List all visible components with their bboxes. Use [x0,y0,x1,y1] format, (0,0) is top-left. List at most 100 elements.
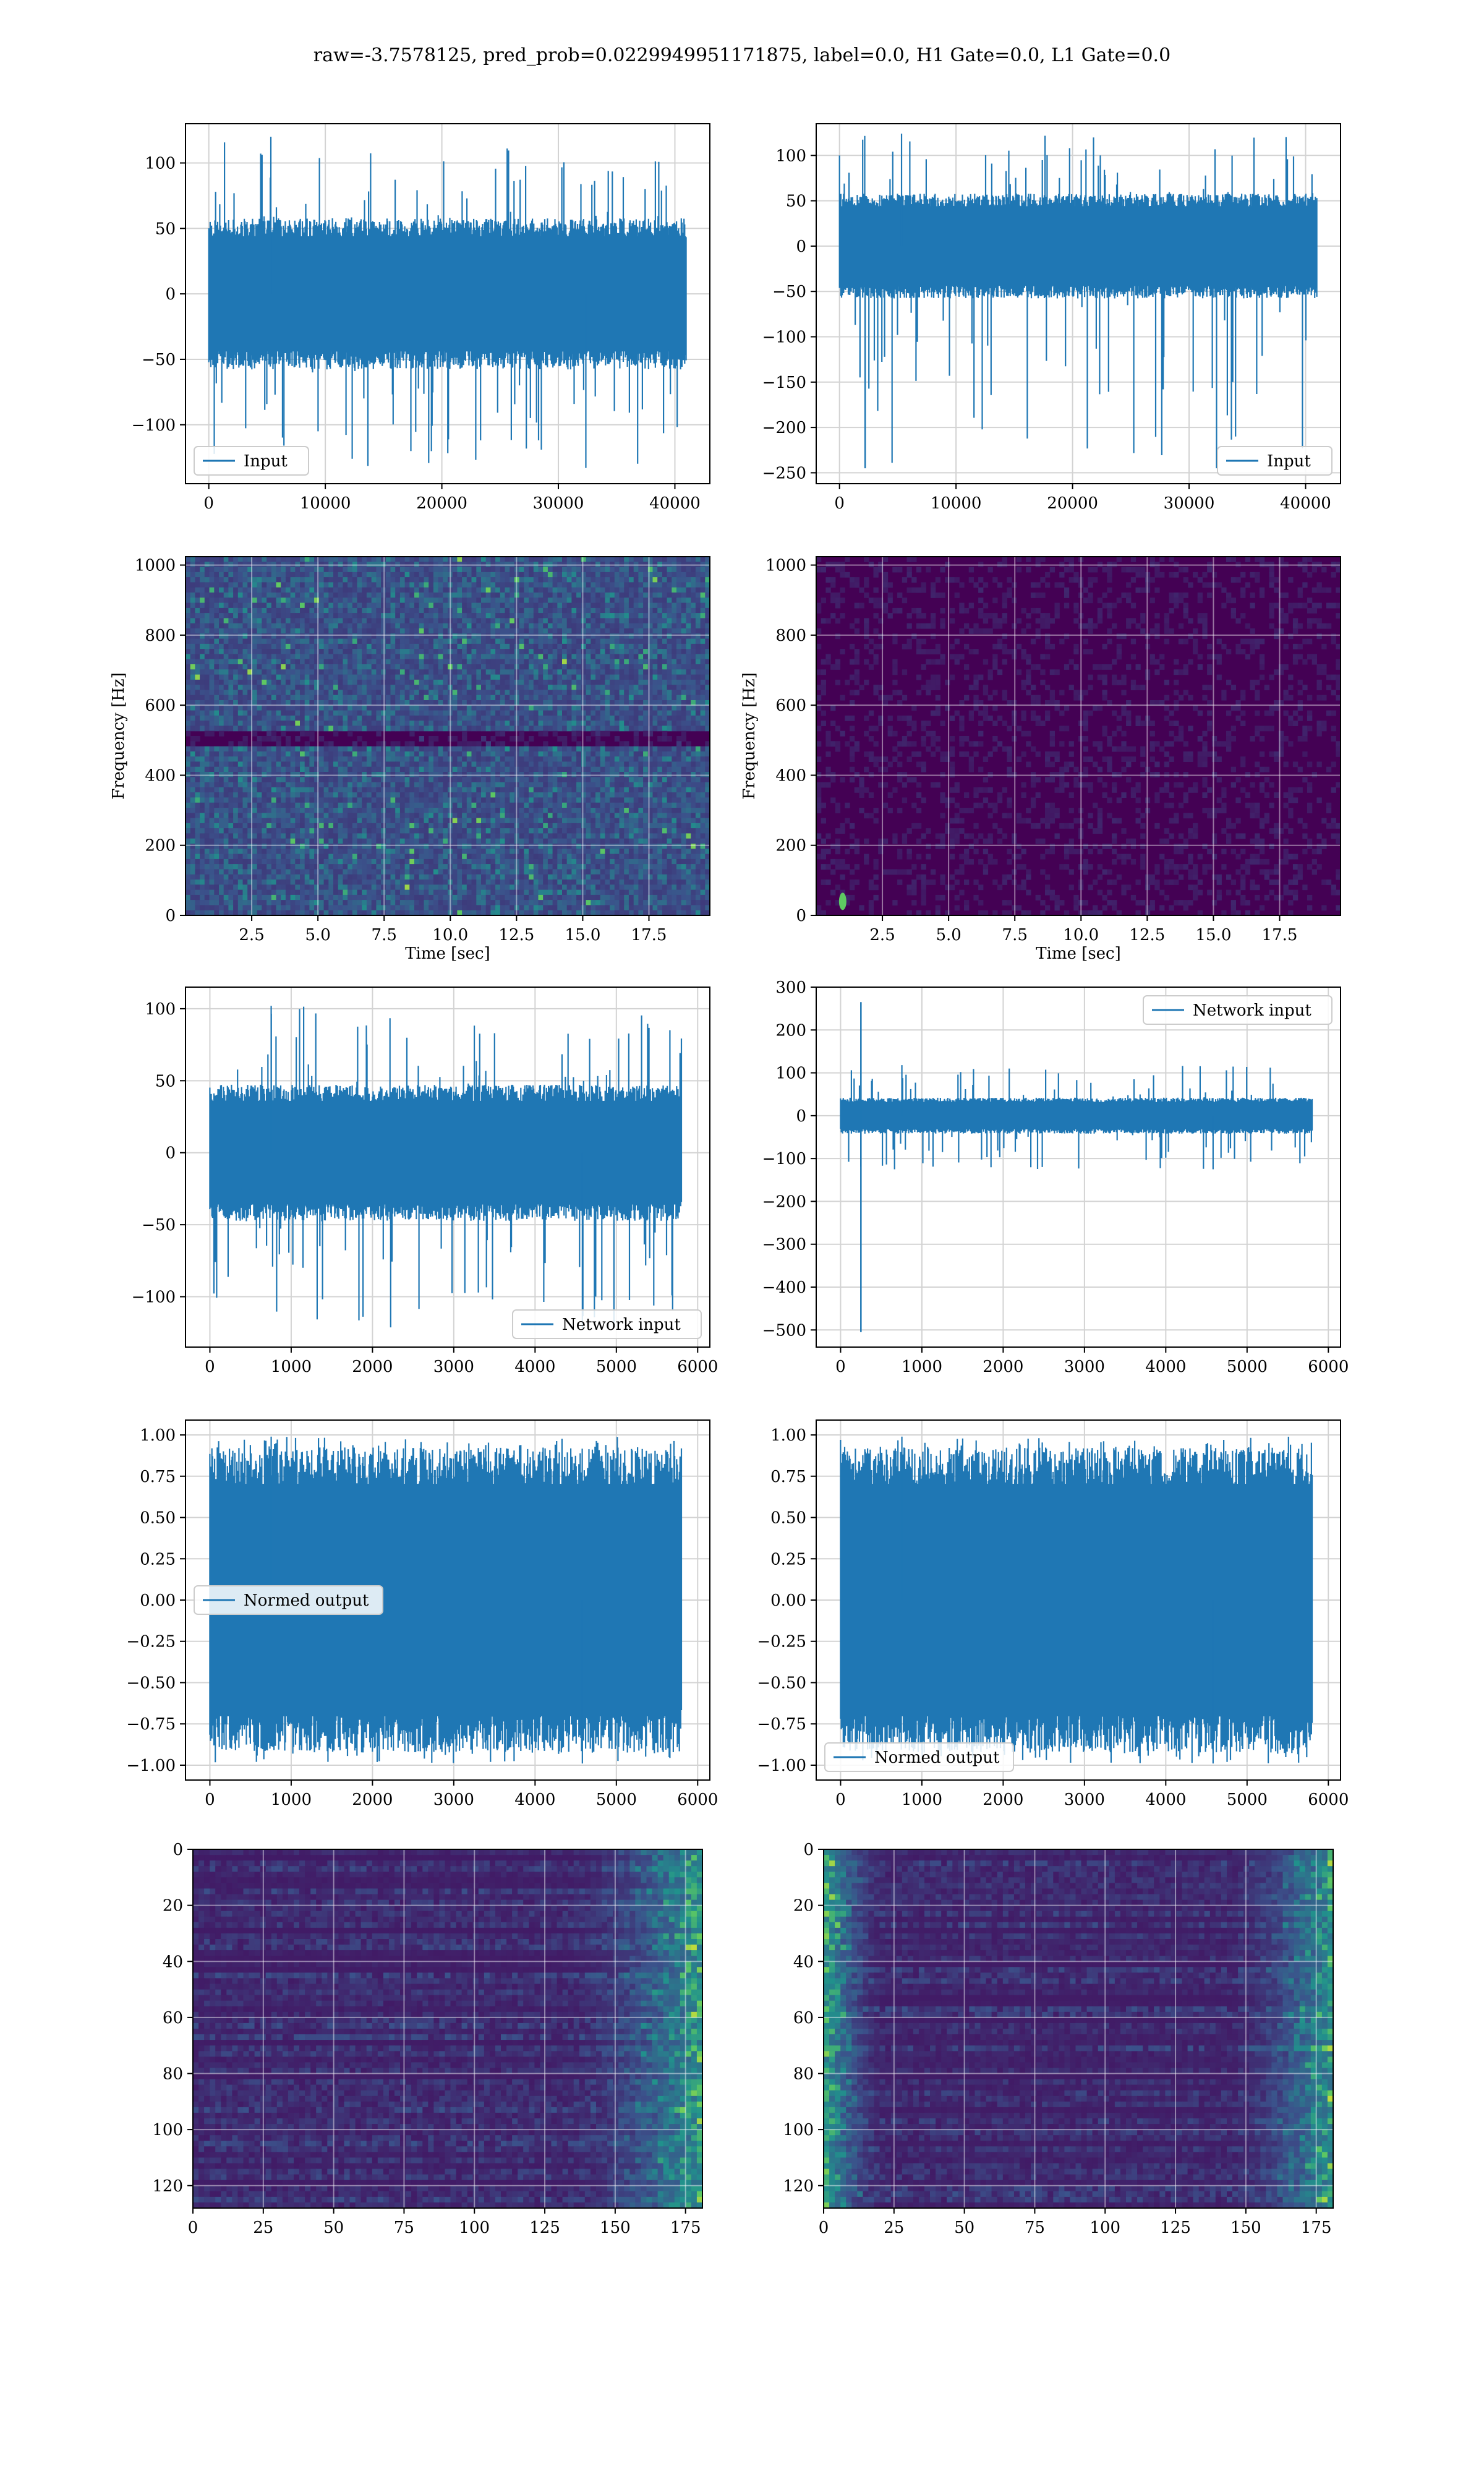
x-tick-label: 7.5 [1002,926,1028,944]
legend-box [512,1309,702,1339]
panel-feature-map-l1: 0 25 50 75 100 125 150 175 0 20 40 60 80 100 120 [783,1841,1334,2237]
panel-network-input-h1: 0 1000 2000 3000 4000 5000 6000 −100 −50 0 50 100 Ne… [132,987,718,1376]
x-tick-label: 10000 [931,494,982,513]
x-tick-label: 2.5 [239,926,264,944]
x-axis-label: Time [sec] [1036,944,1121,963]
x-tick-label: 17.5 [1262,926,1298,944]
x-tick-label: 150 [1230,2219,1261,2237]
x-tick-label: 75 [1025,2219,1045,2237]
legend-label: Normed output [874,1748,1000,1767]
signal-trace [208,142,687,466]
plot-area [186,557,710,915]
x-tick-label: 6000 [1308,1358,1349,1376]
x-tick-label: 5.0 [305,926,330,944]
axes-frame [816,123,1341,484]
y-tick-label: 0.75 [140,1468,176,1486]
y-tick-label: 100 [775,147,806,165]
y-tick-label: 0 [165,907,176,925]
panel-normed-output-l1: 0 1000 2000 3000 4000 5000 6000 −1.00 −0.75 −0.50… [757,1419,1349,1809]
legend-label: Network input [1193,1001,1311,1020]
y-tick-label: 20 [163,1897,183,1915]
x-tick-label: 150 [600,2219,631,2237]
x-tick-label: 0 [834,494,845,513]
y-tick-label: 40 [163,1953,183,1971]
plot-area [816,987,1341,1347]
y-tick-label: 0.75 [770,1468,806,1486]
x-tick-label: 3000 [433,1791,474,1809]
y-tick-label: 0 [796,1107,806,1126]
axes-frame [185,556,710,916]
x-tick-label: 5000 [596,1358,637,1376]
y-tick-label: −0.75 [757,1715,806,1734]
y-tick-label: −50 [772,283,806,301]
y-tick-label: −50 [142,351,176,369]
legend: Network input [512,1309,702,1339]
y-tick-label: −500 [762,1321,806,1340]
plot-area [816,557,1341,915]
y-axis-label: Frequency [Hz] [109,672,128,800]
y-tick-label: 800 [775,627,806,645]
signal-trace [840,1436,1313,1763]
panel-normed-output-h1: 0 1000 2000 3000 4000 5000 6000 −1.00 −0.75 −0.50… [126,1419,718,1809]
y-tick-label: 60 [793,2009,814,2027]
y-tick-label: 400 [145,766,176,785]
y-tick-label: 0 [173,1841,183,1859]
y-tick-label: 0.50 [140,1509,176,1528]
y-tick-label: −200 [762,419,806,437]
y-tick-label: 0.00 [140,1591,176,1610]
legend-box [824,1742,1014,1772]
x-tick-label: 0 [188,2219,198,2237]
x-tick-label: 0 [819,2219,829,2237]
x-tick-label: 2000 [983,1791,1023,1809]
x-tick-label: 15.0 [565,926,600,944]
x-tick-label: 5000 [1227,1791,1268,1809]
signal-trace [838,135,1318,463]
x-tick-label: 5000 [596,1791,637,1809]
y-tick-label: 0 [796,907,806,925]
x-tick-label: 0 [205,1791,215,1809]
x-tick-label: 17.5 [631,926,667,944]
y-tick-label: 100 [145,154,176,173]
x-tick-label: 100 [459,2219,490,2237]
panel-input-l1: 0 10000 20000 30000 40000 −250 −200 −150 −100 −50… [762,123,1341,513]
plot-area [193,1849,702,2208]
x-tick-label: 15.0 [1195,926,1231,944]
y-tick-label: −0.25 [757,1633,806,1651]
plot-area [824,1849,1333,2208]
y-tick-label: −1.00 [757,1757,806,1775]
x-tick-label: 20000 [416,494,467,513]
axes-frame [823,1849,1334,2209]
x-tick-label: 100 [1090,2219,1120,2237]
axes-frame [185,987,710,1348]
axes-frame [816,556,1341,916]
x-tick-label: 175 [670,2219,701,2237]
y-tick-label: 600 [775,696,806,715]
y-tick-label: −100 [762,328,806,347]
y-tick-label: 100 [152,2121,183,2139]
x-tick-label: 0 [835,1358,846,1376]
legend: Input [1217,446,1333,476]
plot-area [186,987,710,1347]
x-tick-label: 10000 [300,494,351,513]
y-tick-label: 1.00 [140,1426,176,1445]
x-tick-label: 50 [323,2219,344,2237]
y-tick-label: 100 [775,1064,806,1083]
legend-label: Input [1267,452,1311,471]
axes-frame [192,1849,703,2209]
y-tick-label: 0.25 [140,1550,176,1569]
y-tick-label: −150 [762,374,806,392]
y-tick-label: 120 [783,2177,814,2196]
plot-area [186,124,710,484]
x-tick-label: 7.5 [372,926,397,944]
y-tick-label: 0 [165,285,176,304]
y-tick-label: −0.75 [126,1715,176,1734]
y-tick-label: −200 [762,1192,806,1211]
y-tick-label: 0 [796,238,806,256]
y-axis-label: Frequency [Hz] [740,672,759,800]
x-tick-label: 12.5 [498,926,534,944]
y-tick-label: 60 [163,2009,183,2027]
y-tick-label: 50 [155,220,176,238]
y-tick-label: 120 [152,2177,183,2196]
y-tick-label: 80 [163,2065,183,2084]
legend-label: Input [244,452,288,471]
